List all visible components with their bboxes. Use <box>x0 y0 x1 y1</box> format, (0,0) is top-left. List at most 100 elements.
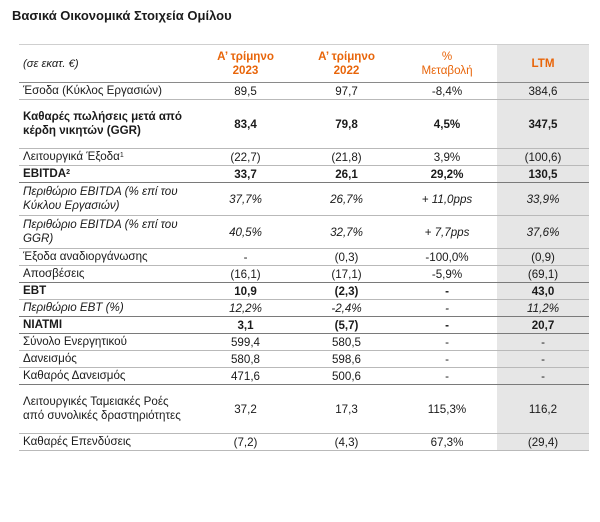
cell-ltm: 43,0 <box>497 282 589 300</box>
row-label: NIATMI <box>19 316 195 334</box>
table-row: NIATMI 3,1 (5,7) - 20,7 <box>19 316 589 334</box>
row-label: Καθαρές πωλήσεις μετά από κέρδη νικητών … <box>19 99 195 149</box>
table-row: Περιθώριο EBITDA (% επί του Κύκλου Εργασ… <box>19 182 589 216</box>
cell-q1-2023: 12,2% <box>195 299 296 317</box>
cell-ltm: - <box>497 350 589 368</box>
cell-ltm: 20,7 <box>497 316 589 334</box>
row-label: Σύνολο Ενεργητικού <box>19 333 195 351</box>
cell-q1-2022: 79,8 <box>296 99 397 149</box>
cell-change: - <box>397 299 497 317</box>
cell-q1-2022: 500,6 <box>296 367 397 385</box>
cell-q1-2023: 83,4 <box>195 99 296 149</box>
cell-change: 29,2% <box>397 165 497 183</box>
cell-q1-2022: 97,7 <box>296 82 397 100</box>
table-row: Περιθώριο EBT (%) 12,2% -2,4% - 11,2% <box>19 299 589 317</box>
col-header-q1-2022: Α’ τρίμηνο 2022 <box>296 44 397 83</box>
cell-q1-2023: 40,5% <box>195 215 296 249</box>
cell-change: - <box>397 316 497 334</box>
cell-ltm: 116,2 <box>497 384 589 434</box>
table-row: Λειτουργικά Έξοδα1 (22,7) (21,8) 3,9% (1… <box>19 148 589 166</box>
table-row: EBITDA2 33,7 26,1 29,2% 130,5 <box>19 165 589 183</box>
cell-q1-2023: 33,7 <box>195 165 296 183</box>
cell-q1-2022: (21,8) <box>296 148 397 166</box>
cell-q1-2023: 89,5 <box>195 82 296 100</box>
cell-q1-2022: 598,6 <box>296 350 397 368</box>
row-label: EBT <box>19 282 195 300</box>
row-label: Δανεισμός <box>19 350 195 368</box>
table-row: Έξοδα αναδιοργάνωσης - (0,3) -100,0% (0,… <box>19 248 589 266</box>
cell-ltm: 11,2% <box>497 299 589 317</box>
cell-q1-2023: 580,8 <box>195 350 296 368</box>
cell-change: -100,0% <box>397 248 497 266</box>
financial-table: (σε εκατ. €) Α’ τρίμηνο 2023 Α’ τρίμηνο 20… <box>19 44 589 451</box>
cell-q1-2022: 26,7% <box>296 182 397 216</box>
table-row: EBT 10,9 (2,3) - 43,0 <box>19 282 589 300</box>
cell-q1-2022: -2,4% <box>296 299 397 317</box>
cell-ltm: (29,4) <box>497 433 589 451</box>
cell-q1-2022: (17,1) <box>296 265 397 283</box>
cell-ltm: - <box>497 367 589 385</box>
row-label: Περιθώριο EBITDA (% επί του GGR) <box>19 215 195 249</box>
cell-ltm: 384,6 <box>497 82 589 100</box>
row-label: Περιθώριο EBITDA (% επί του Κύκλου Εργασ… <box>19 182 195 216</box>
cell-q1-2023: 471,6 <box>195 367 296 385</box>
col-header-change: % Μεταβολή <box>397 44 497 83</box>
cell-change: + 11,0pps <box>397 182 497 216</box>
cell-ltm: (100,6) <box>497 148 589 166</box>
cell-q1-2023: (7,2) <box>195 433 296 451</box>
col-header-q1-2023: Α’ τρίμηνο 2023 <box>195 44 296 83</box>
cell-ltm: - <box>497 333 589 351</box>
cell-q1-2022: 580,5 <box>296 333 397 351</box>
cell-change: - <box>397 333 497 351</box>
table-row: Περιθώριο EBITDA (% επί του GGR) 40,5% 3… <box>19 215 589 249</box>
footnote-marker: 2 <box>66 169 71 176</box>
cell-q1-2022: 32,7% <box>296 215 397 249</box>
table-row: Δανεισμός 580,8 598,6 - - <box>19 350 589 368</box>
cell-change: 4,5% <box>397 99 497 149</box>
cell-q1-2023: 37,7% <box>195 182 296 216</box>
col-header-ltm: LTM <box>497 44 589 83</box>
cell-q1-2022: (0,3) <box>296 248 397 266</box>
footnote-marker: 1 <box>119 152 124 159</box>
cell-q1-2023: 3,1 <box>195 316 296 334</box>
cell-q1-2022: 17,3 <box>296 384 397 434</box>
cell-q1-2023: (16,1) <box>195 265 296 283</box>
row-label: Περιθώριο EBT (%) <box>19 299 195 317</box>
cell-ltm: (69,1) <box>497 265 589 283</box>
cell-change: 67,3% <box>397 433 497 451</box>
cell-change: + 7,7pps <box>397 215 497 249</box>
row-label: Λειτουργικές Ταμειακές Ροές από συνολικέ… <box>19 384 195 434</box>
row-label: Έσοδα (Κύκλος Εργασιών) <box>19 82 195 100</box>
cell-change: 3,9% <box>397 148 497 166</box>
table-row: Καθαρές πωλήσεις μετά από κέρδη νικητών … <box>19 99 589 149</box>
cell-change: - <box>397 282 497 300</box>
table-row: Σύνολο Ενεργητικού 599,4 580,5 - - <box>19 333 589 351</box>
cell-q1-2023: 10,9 <box>195 282 296 300</box>
cell-q1-2023: - <box>195 248 296 266</box>
table-row: Αποσβέσεις (16,1) (17,1) -5,9% (69,1) <box>19 265 589 283</box>
page-title: Βασικά Οικονομικά Στοιχεία Ομίλου <box>12 8 232 23</box>
cell-change: 115,3% <box>397 384 497 434</box>
cell-q1-2022: 26,1 <box>296 165 397 183</box>
row-label: Καθαρός Δανεισμός <box>19 367 195 385</box>
cell-q1-2023: 37,2 <box>195 384 296 434</box>
cell-ltm: 37,6% <box>497 215 589 249</box>
cell-change: -5,9% <box>397 265 497 283</box>
cell-q1-2022: (5,7) <box>296 316 397 334</box>
table-row: Καθαρός Δανεισμός 471,6 500,6 - - <box>19 367 589 385</box>
row-label: Καθαρές Επενδύσεις <box>19 433 195 451</box>
cell-ltm: (0,9) <box>497 248 589 266</box>
units-header: (σε εκατ. €) <box>19 44 195 83</box>
cell-change: - <box>397 367 497 385</box>
cell-q1-2022: (2,3) <box>296 282 397 300</box>
table-row: Καθαρές Επενδύσεις (7,2) (4,3) 67,3% (29… <box>19 433 589 451</box>
table-row: Έσοδα (Κύκλος Εργασιών) 89,5 97,7 -8,4% … <box>19 82 589 100</box>
cell-q1-2023: 599,4 <box>195 333 296 351</box>
table-row: Λειτουργικές Ταμειακές Ροές από συνολικέ… <box>19 384 589 434</box>
row-label: Λειτουργικά Έξοδα1 <box>19 148 195 166</box>
cell-ltm: 33,9% <box>497 182 589 216</box>
cell-ltm: 347,5 <box>497 99 589 149</box>
cell-change: -8,4% <box>397 82 497 100</box>
cell-change: - <box>397 350 497 368</box>
cell-q1-2023: (22,7) <box>195 148 296 166</box>
